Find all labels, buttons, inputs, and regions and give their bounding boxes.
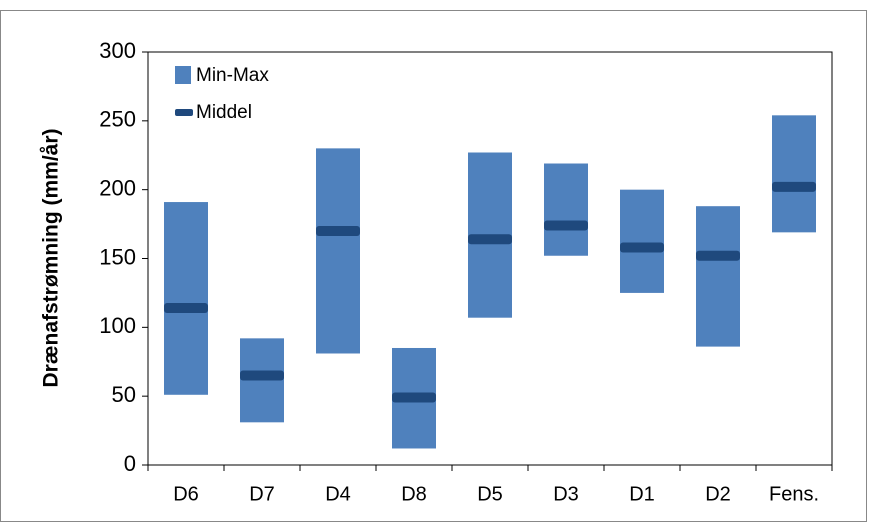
y-tick-label: 150 (99, 244, 136, 269)
range-bar (544, 163, 588, 256)
range-bar (696, 206, 740, 347)
middle-marker (696, 250, 740, 261)
x-tick-label: D1 (629, 483, 655, 505)
x-tick-label: D5 (477, 483, 503, 505)
x-tick-label: Fens. (769, 483, 819, 505)
legend-label: Middel (196, 102, 252, 123)
x-tick-label: D4 (325, 483, 351, 505)
x-tick-label: D8 (401, 483, 427, 505)
y-tick-label: 0 (124, 451, 136, 476)
x-tick-label: D7 (249, 483, 275, 505)
middle-marker (468, 234, 512, 245)
y-axis-title: Drænafstrømning (mm/år) (40, 128, 63, 387)
middle-marker (164, 303, 208, 314)
legend-label: Min-Max (196, 65, 269, 86)
y-tick-label: 100 (99, 313, 136, 338)
legend-swatch (175, 109, 193, 116)
y-tick-label: 200 (99, 175, 136, 200)
range-bar (316, 148, 360, 354)
x-tick-label: D3 (553, 483, 579, 505)
range-bar (772, 115, 816, 233)
middle-marker (772, 181, 816, 192)
middle-marker (392, 392, 436, 403)
range-bar (620, 189, 664, 293)
y-tick-label: 250 (99, 107, 136, 132)
legend-swatch (175, 66, 191, 84)
range-bar (164, 202, 208, 395)
middle-marker (316, 225, 360, 236)
y-tick-label: 50 (112, 382, 136, 407)
middle-marker (240, 370, 284, 381)
x-tick-label: D6 (173, 483, 199, 505)
middle-marker (620, 242, 664, 253)
x-tick-label: D2 (705, 483, 731, 505)
y-tick-label: 300 (99, 38, 136, 63)
middle-marker (544, 220, 588, 231)
